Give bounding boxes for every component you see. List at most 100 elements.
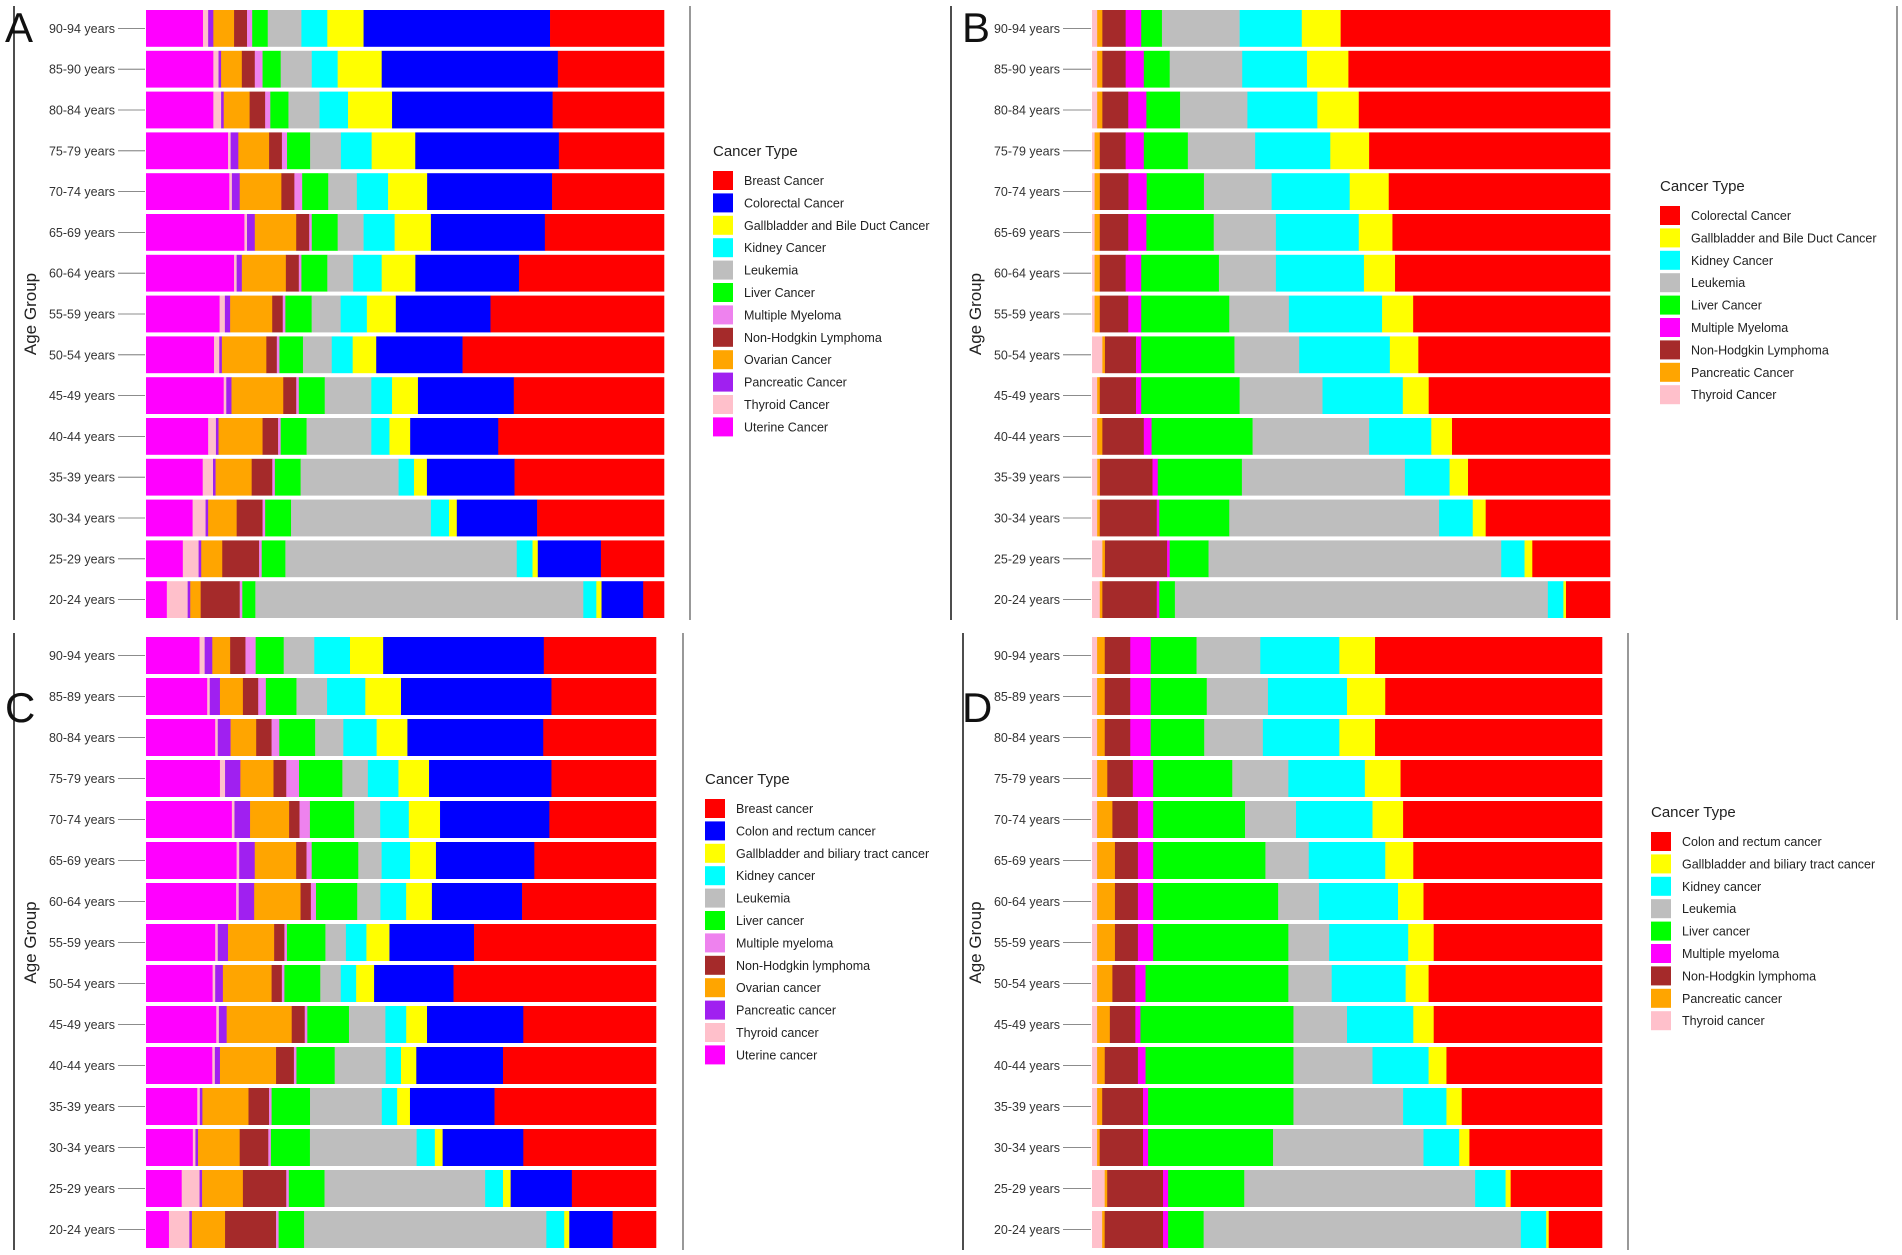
bar-segment-breast-cancer bbox=[523, 1006, 657, 1043]
bar-segment-gallbladder-and-biliary-tract-cancer bbox=[1446, 1088, 1463, 1125]
bar-segment-thyroid-cancer bbox=[1092, 637, 1098, 674]
bar-segment-leukemia bbox=[1288, 924, 1330, 961]
bar-segment-kidney-cancer bbox=[1288, 760, 1366, 797]
bar-segment-pancreatic-cancer bbox=[1097, 1088, 1103, 1125]
legend-label-leukemia: Leukemia bbox=[1682, 902, 1736, 916]
bar-segment-pancreatic-cancer bbox=[213, 458, 216, 496]
bar-segment-pancreatic-cancer bbox=[1099, 581, 1103, 618]
bar-segment-pancreatic-cancer bbox=[1097, 924, 1116, 961]
bar-segment-non-hodgkin-lymphoma bbox=[248, 1088, 270, 1125]
bar-segment-non-hodgkin-lymphoma bbox=[1104, 678, 1131, 715]
bar-segment-thyroid-cancer bbox=[199, 637, 205, 674]
legend-swatch-thyroid-cancer bbox=[713, 395, 733, 414]
bar-segment-gallbladder-and-biliary-tract-cancer bbox=[397, 1088, 411, 1125]
bar-segment-multiple-myeloma bbox=[1156, 499, 1160, 537]
bar-segment-liver-cancer bbox=[299, 760, 343, 797]
bar-segment-gallbladder-and-bile-duct-cancer bbox=[389, 418, 411, 455]
bar-segment-kidney-cancer bbox=[1403, 1088, 1447, 1125]
bar-segment-non-hodgkin-lymphoma bbox=[222, 540, 260, 578]
bar-segment-liver-cancer bbox=[307, 1006, 350, 1043]
bar-segment-colorectal-cancer bbox=[1358, 91, 1611, 129]
bar-segment-liver-cancer bbox=[1168, 1211, 1204, 1248]
bar-segment-kidney-cancer bbox=[1275, 214, 1360, 251]
bar-segment-leukemia bbox=[302, 336, 333, 374]
bar-segment-pancreatic-cancer bbox=[1097, 418, 1103, 455]
bar-segment-colon-and-rectum-cancer bbox=[374, 965, 454, 1002]
bar-segment-multiple-myeloma bbox=[293, 1047, 297, 1084]
bar-segment-leukemia bbox=[1229, 295, 1290, 333]
y-tick-label: 45-49 years bbox=[994, 389, 1060, 403]
bar-segment-multiple-myeloma bbox=[286, 1170, 290, 1207]
bar-segment-uterine-cancer bbox=[146, 458, 203, 496]
bar-segment-colon-and-rectum-cancer bbox=[389, 924, 475, 961]
bar-segment-pancreatic-cancer bbox=[199, 1170, 203, 1207]
legend-swatch-colorectal-cancer bbox=[713, 193, 733, 213]
bar-segment-breast-cancer bbox=[462, 336, 665, 374]
bar-segment-liver-cancer bbox=[1148, 1129, 1274, 1166]
legend-swatch-pancreatic-cancer bbox=[1651, 988, 1671, 1008]
bar-segment-pancreatic-cancer bbox=[1097, 965, 1113, 1002]
legend-swatch-liver-cancer bbox=[1660, 295, 1680, 315]
legend-swatch-thyroid-cancer bbox=[1651, 1011, 1671, 1031]
bar-segment-thyroid-cancer bbox=[213, 91, 222, 129]
y-tick-label: 45-49 years bbox=[49, 389, 115, 403]
bar-segment-colorectal-cancer bbox=[417, 377, 515, 414]
bar-segment-thyroid-cancer bbox=[1092, 132, 1095, 170]
bar-segment-leukemia bbox=[310, 1088, 383, 1125]
bar-segment-multiple-myeloma bbox=[306, 842, 312, 879]
bar-segment-non-hodgkin-lymphoma bbox=[1114, 883, 1139, 920]
y-tick-label: 50-54 years bbox=[49, 348, 115, 362]
bar-segment-non-hodgkin-lymphoma bbox=[242, 1170, 287, 1207]
bar-segment-ovarian-cancer bbox=[239, 173, 282, 210]
bar-segment-liver-cancer bbox=[1153, 842, 1266, 879]
bar-segment-pancreatic-cancer bbox=[1104, 1170, 1108, 1207]
legend-swatch-gallbladder-and-biliary-tract-cancer bbox=[705, 843, 725, 863]
bar-segment-kidney-cancer bbox=[583, 581, 597, 618]
bar-segment-gallbladder-and-bile-duct-cancer bbox=[1363, 254, 1396, 292]
bar-segment-non-hodgkin-lymphoma bbox=[283, 377, 297, 414]
bar-segment-liver-cancer bbox=[1153, 924, 1289, 961]
bar-segment-non-hodgkin-lymphoma bbox=[1114, 842, 1139, 879]
legend-title: Cancer Type bbox=[713, 143, 798, 160]
bar-segment-colon-and-rectum-cancer bbox=[1423, 883, 1603, 920]
y-tick-label: 30-34 years bbox=[49, 1141, 115, 1155]
legend-swatch-gallbladder-and-biliary-tract-cancer bbox=[1651, 854, 1671, 874]
bar-segment-multiple-myeloma bbox=[262, 499, 266, 537]
bar-segment-leukemia bbox=[1206, 678, 1269, 715]
bar-segment-multiple-myeloma bbox=[1152, 458, 1159, 496]
bar-segment-thyroid-cancer bbox=[1092, 418, 1098, 455]
bar-segment-leukemia bbox=[1293, 1088, 1404, 1125]
bar-segment-multiple-myeloma bbox=[247, 10, 253, 47]
bar-segment-liver-cancer bbox=[1146, 214, 1215, 251]
bar-segment-kidney-cancer bbox=[1296, 801, 1373, 838]
bar-segment-non-hodgkin-lymphoma bbox=[251, 458, 273, 496]
bar-segment-thyroid-cancer bbox=[208, 418, 217, 455]
bar-segment-multiple-myeloma bbox=[282, 295, 286, 333]
bar-segment-gallbladder-and-bile-duct-cancer bbox=[1402, 377, 1429, 414]
bar-segment-colon-and-rectum-cancer bbox=[1375, 637, 1603, 674]
bar-segment-ovarian-cancer bbox=[254, 883, 301, 920]
bar-segment-colon-and-rectum-cancer bbox=[409, 1088, 495, 1125]
bar-segment-liver-cancer bbox=[262, 50, 281, 88]
bar-segment-pancreatic-cancer bbox=[217, 719, 231, 756]
bar-segment-kidney-cancer bbox=[1347, 1006, 1414, 1043]
bar-segment-non-hodgkin-lymphoma bbox=[1104, 1211, 1164, 1248]
bar-segment-thyroid-cancer bbox=[202, 458, 214, 496]
legend-label-colon-and-rectum-cancer: Colon and rectum cancer bbox=[736, 824, 876, 838]
bar-segment-colorectal-cancer bbox=[1340, 10, 1611, 47]
bar-segment-colon-and-rectum-cancer bbox=[1375, 719, 1603, 756]
bar-segment-non-hodgkin-lymphoma bbox=[1099, 254, 1126, 292]
bar-segment-non-hodgkin-lymphoma bbox=[200, 581, 241, 618]
legend-label-breast-cancer: Breast cancer bbox=[736, 802, 813, 816]
y-tick-label: 85-90 years bbox=[994, 63, 1060, 77]
bar-segment-kidney-cancer bbox=[430, 499, 450, 537]
bar-segment-ovarian-cancer bbox=[238, 132, 270, 170]
bar-segment-colorectal-cancer bbox=[381, 50, 559, 88]
bar-segment-leukemia bbox=[1204, 719, 1264, 756]
bar-segment-leukemia bbox=[296, 678, 328, 715]
bar-segment-liver-cancer bbox=[286, 924, 326, 961]
bar-segment-gallbladder-and-bile-duct-cancer bbox=[1389, 336, 1419, 374]
bar-segment-kidney-cancer bbox=[398, 458, 415, 496]
bar-segment-leukemia bbox=[334, 1047, 386, 1084]
bar-segment-multiple-myeloma bbox=[245, 637, 256, 674]
